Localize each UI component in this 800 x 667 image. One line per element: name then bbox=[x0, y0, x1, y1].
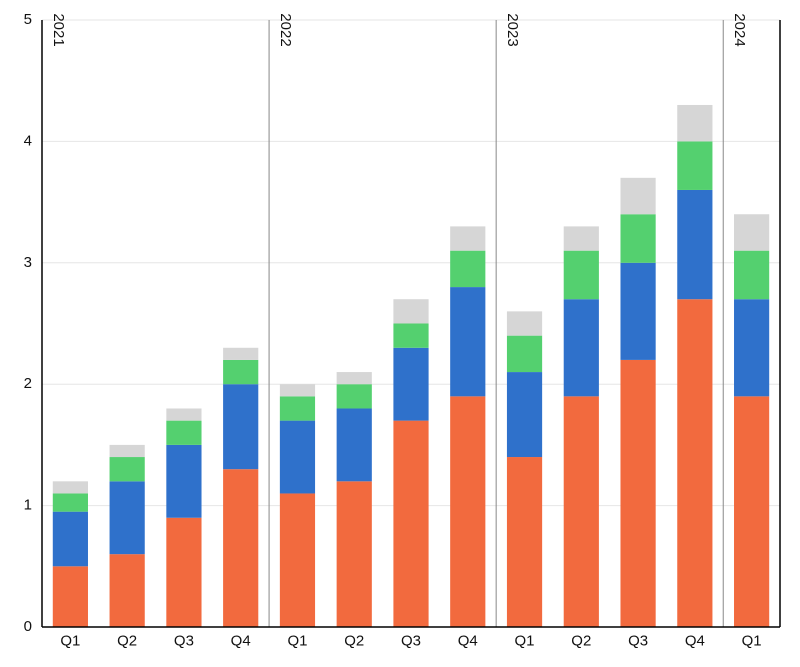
x-axis-tick-label: Q1 bbox=[60, 632, 80, 649]
x-axis-tick-label: Q4 bbox=[458, 632, 478, 649]
x-axis-tick-label: Q3 bbox=[401, 632, 421, 649]
bar-segment bbox=[450, 287, 485, 396]
bar-segment bbox=[507, 336, 542, 372]
year-label: 2023 bbox=[504, 13, 521, 46]
bar-segment bbox=[280, 493, 315, 627]
bar-segment bbox=[166, 445, 201, 518]
year-label: 2021 bbox=[50, 13, 67, 46]
bar-segment bbox=[564, 251, 599, 300]
bar-segment bbox=[166, 518, 201, 627]
bar-segment bbox=[507, 311, 542, 335]
x-axis-tick-label: Q3 bbox=[628, 632, 648, 649]
bar-segment bbox=[734, 251, 769, 300]
bar-segment bbox=[734, 396, 769, 627]
bar-segment bbox=[223, 469, 258, 627]
bar-segment bbox=[337, 481, 372, 627]
x-axis-tick-label: Q2 bbox=[344, 632, 364, 649]
bar-segment bbox=[166, 408, 201, 420]
bar-segment bbox=[393, 421, 428, 627]
bar-segment bbox=[53, 481, 88, 493]
bar-segment bbox=[677, 190, 712, 299]
bar-segment bbox=[450, 396, 485, 627]
year-label: 2022 bbox=[277, 13, 294, 46]
bar-segment bbox=[53, 566, 88, 627]
bar-segment bbox=[337, 408, 372, 481]
year-label: 2024 bbox=[731, 13, 748, 46]
bar-segment bbox=[564, 299, 599, 396]
bar-segment bbox=[393, 299, 428, 323]
bar-segment bbox=[620, 178, 655, 214]
bar-segment bbox=[223, 348, 258, 360]
x-axis-tick-label: Q4 bbox=[685, 632, 705, 649]
bar-segment bbox=[564, 396, 599, 627]
bar-segment bbox=[620, 360, 655, 627]
bar-segment bbox=[677, 299, 712, 627]
bar-segment bbox=[337, 372, 372, 384]
bar-segment bbox=[450, 251, 485, 287]
bar-segment bbox=[280, 396, 315, 420]
bar-segment bbox=[393, 348, 428, 421]
bar-segment bbox=[110, 445, 145, 457]
x-axis-tick-label: Q2 bbox=[571, 632, 591, 649]
chart-svg: 0 1 2 3 4 5 Q1 Q2 Q3 Q4 Q1 Q2 Q3 Q4 Q1 Q2 Q3 Q4 Q1 2021 2022… bbox=[0, 0, 800, 667]
x-axis-tick-label: Q1 bbox=[515, 632, 535, 649]
bar-segment bbox=[110, 481, 145, 554]
stacked-bar-chart: 0 1 2 3 4 5 Q1 Q2 Q3 Q4 Q1 Q2 Q3 Q4 Q1 Q2 Q3 Q4 Q1 2021 2022… bbox=[0, 0, 800, 667]
y-axis-tick-label: 3 bbox=[24, 254, 32, 271]
x-axis-tick-label: Q2 bbox=[117, 632, 137, 649]
bar-segment bbox=[393, 324, 428, 348]
x-axis-tick-label: Q1 bbox=[742, 632, 762, 649]
y-axis-tick-label: 5 bbox=[24, 11, 32, 28]
x-axis-tick-label: Q3 bbox=[174, 632, 194, 649]
bar-segment bbox=[110, 554, 145, 627]
bar-segment bbox=[620, 263, 655, 360]
bar-segment bbox=[110, 457, 145, 481]
bar-segment bbox=[337, 384, 372, 408]
bar-segment bbox=[450, 226, 485, 250]
y-axis-tick-label: 4 bbox=[24, 132, 32, 149]
y-axis-tick-label: 0 bbox=[24, 618, 32, 635]
bar-segment bbox=[53, 512, 88, 567]
bar-segment bbox=[677, 105, 712, 141]
bar-segment bbox=[677, 141, 712, 190]
y-axis-tick-label: 1 bbox=[24, 497, 32, 514]
bar-segment bbox=[507, 457, 542, 627]
bar-segment bbox=[620, 214, 655, 263]
bar-segment bbox=[734, 299, 769, 396]
bar-segment bbox=[280, 384, 315, 396]
x-axis-tick-label: Q1 bbox=[287, 632, 307, 649]
y-axis-tick-label: 2 bbox=[24, 375, 32, 392]
bar-segment bbox=[223, 384, 258, 469]
bar-segment bbox=[507, 372, 542, 457]
bar-segment bbox=[564, 226, 599, 250]
bar-segment bbox=[223, 360, 258, 384]
bar-segment bbox=[280, 421, 315, 494]
x-axis-tick-label: Q4 bbox=[231, 632, 251, 649]
bar-segment bbox=[734, 214, 769, 250]
bar-segment bbox=[53, 493, 88, 511]
bar-segment bbox=[166, 421, 201, 445]
